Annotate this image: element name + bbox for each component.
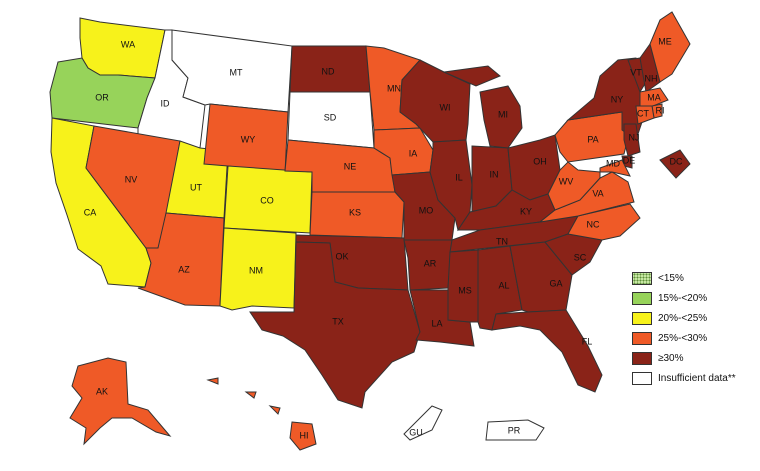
label-nj: NJ [629, 132, 640, 142]
label-nc: NC [587, 219, 600, 229]
legend-item: 15%-<20% [632, 288, 757, 308]
label-md: MD [606, 158, 620, 168]
label-ak: AK [96, 386, 108, 396]
territory-gu [403, 405, 443, 441]
state-hi [206, 377, 317, 451]
label-wy: WY [241, 134, 256, 144]
label-nd: ND [322, 66, 335, 76]
legend-swatch [632, 331, 652, 345]
state-nj [623, 123, 641, 157]
state-nm [219, 227, 297, 311]
label-vt: VT [630, 67, 642, 77]
label-dc: DC [670, 156, 683, 166]
label-ms: MS [458, 285, 472, 295]
label-wa: WA [121, 39, 135, 49]
legend-item: ≥30% [632, 348, 757, 368]
label-tx: TX [332, 316, 344, 326]
label-de: DE [623, 155, 636, 165]
legend-item: 25%-<30% [632, 328, 757, 348]
label-or: OR [95, 92, 109, 102]
legend-label: 25%-<30% [658, 332, 708, 344]
label-nm: NM [249, 265, 263, 275]
legend-label: 15%-<20% [658, 292, 708, 304]
label-nv: NV [125, 174, 138, 184]
map-legend: <15% 15%-<20% 20%-<25% 25%-<30% ≥30% Ins… [632, 268, 757, 388]
state-ar [403, 239, 453, 291]
label-ks: KS [349, 207, 361, 217]
legend-swatch [632, 291, 652, 305]
label-nh: NH [645, 73, 658, 83]
label-az: AZ [178, 264, 190, 274]
legend-swatch [632, 371, 652, 385]
label-ny: NY [611, 94, 624, 104]
legend-label: ≥30% [658, 352, 684, 364]
label-ok: OK [335, 251, 348, 261]
label-ne: NE [344, 161, 357, 171]
legend-label: 20%-<25% [658, 312, 708, 324]
label-ky: KY [520, 206, 532, 216]
label-ca: CA [84, 207, 97, 217]
legend-swatch [632, 271, 652, 285]
label-mn: MN [387, 83, 401, 93]
legend-item: <15% [632, 268, 757, 288]
label-pr: PR [508, 425, 521, 435]
label-wi: WI [440, 102, 451, 112]
label-me: ME [658, 36, 672, 46]
state-ma [639, 87, 669, 109]
label-al: AL [498, 280, 509, 290]
label-ut: UT [190, 182, 202, 192]
label-oh: OH [533, 156, 547, 166]
territory-pr [485, 419, 545, 441]
label-ga: GA [549, 278, 562, 288]
label-fl: FL [582, 336, 593, 346]
state-il [429, 139, 473, 232]
label-in: IN [490, 169, 499, 179]
label-pa: PA [587, 134, 598, 144]
label-sd: SD [324, 112, 337, 122]
label-gu: GU [409, 427, 423, 437]
state-tx [249, 241, 421, 409]
label-ri: RI [656, 105, 665, 115]
state-fl [491, 309, 603, 393]
label-il: IL [455, 172, 463, 182]
legend-swatch [632, 311, 652, 325]
label-hi: HI [300, 430, 309, 440]
label-wv: WV [559, 176, 574, 186]
state-md [599, 159, 631, 177]
label-va: VA [592, 188, 603, 198]
state-dc [659, 149, 691, 179]
label-id: ID [161, 98, 171, 108]
label-ma: MA [647, 92, 661, 102]
label-la: LA [431, 318, 442, 328]
label-mo: MO [419, 205, 434, 215]
legend-item: 20%-<25% [632, 308, 757, 328]
label-mi: MI [498, 109, 508, 119]
state-ks [309, 191, 405, 239]
label-ar: AR [424, 258, 437, 268]
legend-item: Insufficient data** [632, 368, 757, 388]
label-sc: SC [574, 252, 587, 262]
label-co: CO [260, 195, 274, 205]
label-mt: MT [230, 67, 243, 77]
legend-label: Insufficient data** [658, 372, 736, 384]
legend-label: <15% [658, 272, 684, 284]
state-ak [69, 357, 172, 446]
state-sc [544, 233, 603, 276]
label-ct: CT [637, 108, 649, 118]
label-ia: IA [409, 148, 418, 158]
state-ct [635, 105, 655, 125]
state-mi [442, 65, 523, 149]
legend-swatch [632, 351, 652, 365]
state-me [649, 11, 691, 83]
label-tn: TN [496, 236, 508, 246]
